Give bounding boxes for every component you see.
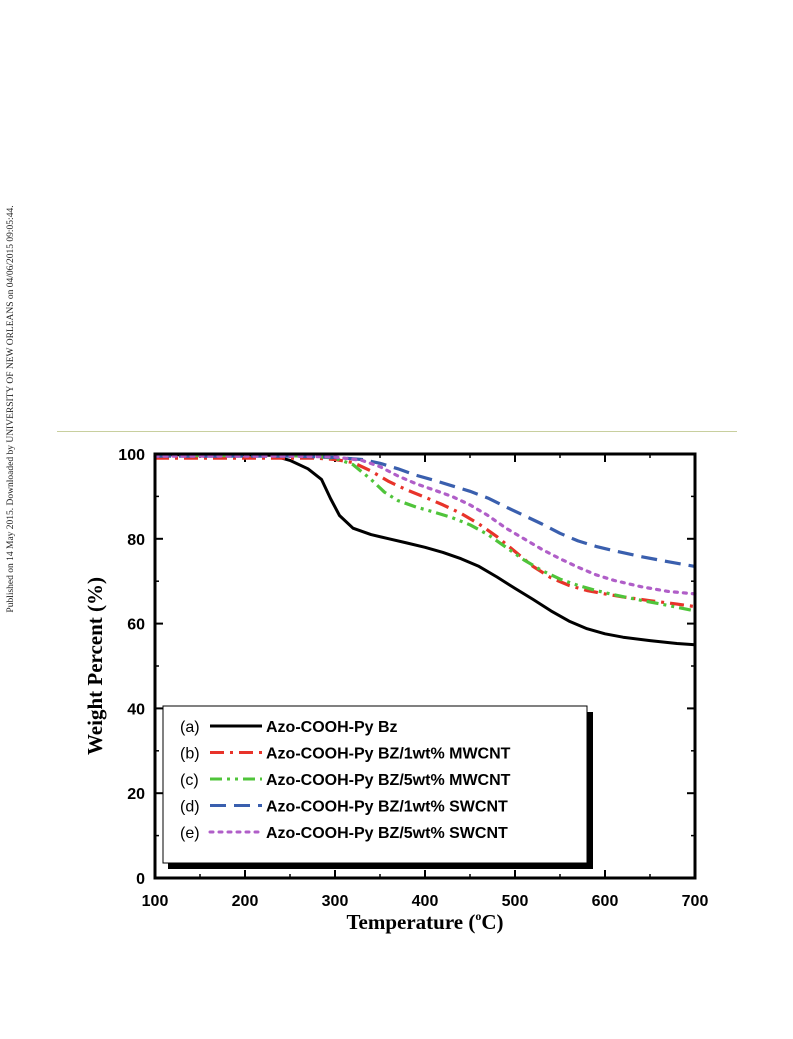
series-lines xyxy=(153,453,697,647)
x-tick-label: 600 xyxy=(592,893,619,910)
legend-label-b: Azo-COOH-Py BZ/1wt% MWCNT xyxy=(266,746,511,763)
y-tick-label: 60 xyxy=(127,617,145,634)
series-line-b xyxy=(155,456,696,609)
legend-tag-b: (b) xyxy=(180,746,200,763)
legend-box xyxy=(162,705,588,864)
legend-tag-a: (a) xyxy=(180,719,200,736)
y-axis-title: Weight Percent (%) xyxy=(83,577,107,755)
x-axis-title: Temperature (oC) xyxy=(346,909,503,934)
legend-tag-c: (c) xyxy=(180,772,199,789)
series-line-a xyxy=(155,453,696,647)
y-tick-label: 20 xyxy=(127,786,145,803)
x-tick-label: 100 xyxy=(142,893,169,910)
series-line-e xyxy=(153,454,697,596)
tick-labels: 100 200 300 400 500 600 700 0 20 40 60 80 100 xyxy=(118,447,708,910)
x-tick-label: 700 xyxy=(682,893,709,910)
page-divider xyxy=(57,431,737,432)
legend-label-a: Azo-COOH-Py Bz xyxy=(266,719,398,736)
legend-label-d: Azo-COOH-Py BZ/1wt% SWCNT xyxy=(266,799,508,816)
y-tick-label: 0 xyxy=(136,871,145,888)
legend-label-c: Azo-COOH-Py BZ/5wt% MWCNT xyxy=(266,772,511,789)
x-tick-label: 300 xyxy=(322,893,349,910)
x-tick-label: 500 xyxy=(502,893,529,910)
plot-frame xyxy=(153,452,697,880)
y-tick-label: 40 xyxy=(127,701,145,718)
legend-tag-e: (e) xyxy=(180,825,200,842)
y-tick-label: 100 xyxy=(118,447,145,464)
series-line-d xyxy=(155,454,696,568)
x-tick-label: 200 xyxy=(232,893,259,910)
y-tick-label: 80 xyxy=(127,532,145,549)
legend-tag-d: (d) xyxy=(180,799,200,816)
legend: (a) Azo-COOH-Py Bz (b) Azo-COOH-Py BZ/1wt% … xyxy=(162,705,593,869)
x-tick-label: 400 xyxy=(412,893,439,910)
legend-label-e: Azo-COOH-Py BZ/5wt% SWCNT xyxy=(266,825,508,842)
